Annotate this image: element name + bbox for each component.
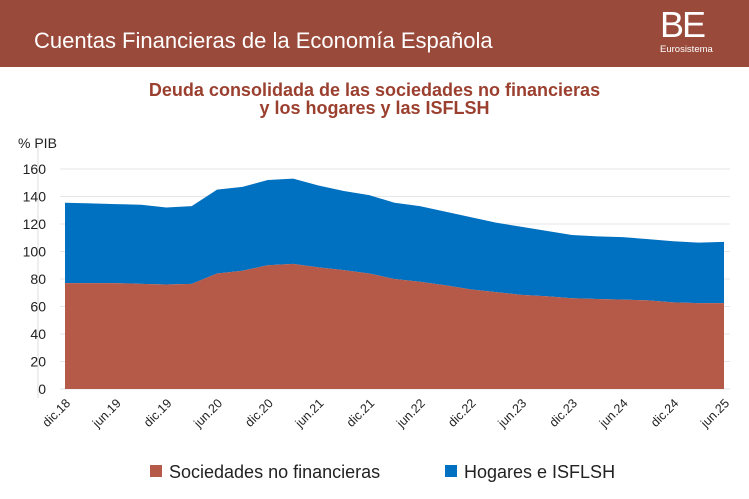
chart-title-line1: Deuda consolidada de las sociedades no f… — [148, 80, 601, 100]
y-tick-label: 20 — [30, 354, 46, 370]
x-tick-label: jun.22 — [393, 396, 428, 431]
header-title: Cuentas Financieras de la Economía Españ… — [34, 28, 493, 53]
legend-swatch-sociedades — [150, 465, 162, 477]
x-tick-label: jun.23 — [495, 396, 530, 431]
x-tick-label: jun.21 — [292, 396, 327, 431]
y-tick-label: 60 — [30, 299, 46, 315]
y-tick-label: 40 — [30, 326, 46, 342]
y-axis-label: % PIB — [18, 135, 57, 151]
x-tick-label: jun.24 — [596, 396, 631, 431]
x-tick-label: jun.20 — [191, 396, 226, 431]
y-tick-label: 140 — [23, 189, 47, 205]
x-tick-label: jun.25 — [697, 396, 732, 431]
header-bar: Cuentas Financieras de la Economía Españ… — [0, 0, 749, 67]
legend-label-sociedades: Sociedades no financieras — [169, 462, 380, 482]
x-tick-label: dic.18 — [40, 396, 74, 430]
x-tick-label: dic.23 — [547, 396, 581, 430]
logo-mark: BE — [660, 4, 706, 45]
x-tick-label: dic.19 — [141, 396, 175, 430]
area-sociedades-no-financieras — [65, 263, 724, 389]
y-tick-label: 100 — [23, 244, 47, 260]
y-tick-label: 160 — [23, 161, 47, 177]
y-tick-label: 80 — [30, 271, 46, 287]
x-tick-label: dic.21 — [344, 396, 378, 430]
legend-swatch-hogares — [445, 465, 457, 477]
legend-label-hogares: Hogares e ISFLSH — [464, 462, 615, 482]
x-tick-label: dic.24 — [648, 396, 682, 430]
chart-title-line2: y los hogares y las ISFLSH — [259, 98, 490, 118]
logo-subtitle: Eurosistema — [660, 44, 713, 55]
y-tick-label: 0 — [38, 381, 46, 397]
x-tick-label: dic.20 — [242, 396, 276, 430]
chart-title: Deuda consolidada de las sociedades no f… — [0, 81, 749, 117]
x-tick-label: jun.19 — [89, 396, 124, 431]
y-tick-label: 120 — [23, 216, 47, 232]
x-tick-label: dic.22 — [445, 396, 479, 430]
area-hogares-e-isflsh — [65, 178, 724, 304]
banco-espana-logo: BE Eurosistema — [660, 4, 713, 56]
